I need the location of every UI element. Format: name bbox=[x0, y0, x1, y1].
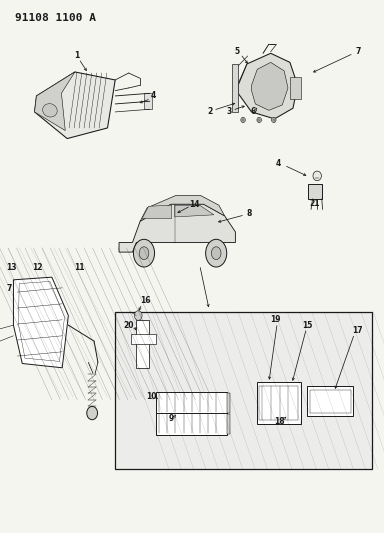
Text: 1: 1 bbox=[74, 52, 79, 60]
Ellipse shape bbox=[43, 103, 57, 117]
Text: 3: 3 bbox=[227, 108, 232, 116]
Text: 15: 15 bbox=[302, 321, 313, 329]
Text: 91108 1100 A: 91108 1100 A bbox=[15, 13, 96, 23]
Text: 12: 12 bbox=[32, 263, 43, 272]
Bar bbox=[156, 392, 227, 414]
Bar bbox=[257, 382, 301, 424]
Ellipse shape bbox=[87, 406, 98, 420]
Bar bbox=[144, 93, 152, 109]
Text: 13: 13 bbox=[6, 263, 17, 272]
Text: 6: 6 bbox=[251, 108, 256, 116]
Text: 5: 5 bbox=[235, 47, 240, 55]
Bar bbox=[131, 334, 156, 344]
Ellipse shape bbox=[134, 239, 154, 267]
Polygon shape bbox=[140, 196, 225, 221]
Text: 9: 9 bbox=[168, 415, 174, 423]
Ellipse shape bbox=[271, 117, 276, 123]
Bar bbox=[310, 390, 351, 413]
Polygon shape bbox=[35, 72, 115, 139]
Text: 17: 17 bbox=[352, 326, 362, 335]
Bar bbox=[307, 386, 353, 416]
Ellipse shape bbox=[257, 117, 262, 123]
Polygon shape bbox=[252, 62, 288, 110]
Text: 16: 16 bbox=[140, 296, 151, 305]
Ellipse shape bbox=[206, 239, 227, 267]
Polygon shape bbox=[175, 205, 214, 217]
Bar bbox=[227, 393, 230, 413]
Text: 8: 8 bbox=[246, 209, 252, 217]
Bar bbox=[308, 184, 322, 199]
Bar bbox=[259, 386, 298, 420]
Bar bbox=[290, 77, 301, 99]
Polygon shape bbox=[119, 204, 235, 252]
Polygon shape bbox=[238, 53, 298, 119]
Polygon shape bbox=[35, 72, 75, 131]
Ellipse shape bbox=[134, 311, 142, 320]
Bar bbox=[227, 414, 230, 434]
Text: 11: 11 bbox=[74, 263, 85, 272]
Polygon shape bbox=[13, 277, 68, 368]
Text: 19: 19 bbox=[270, 316, 281, 324]
Text: 4: 4 bbox=[276, 159, 281, 168]
Ellipse shape bbox=[139, 247, 149, 260]
Text: 10: 10 bbox=[146, 392, 156, 401]
Text: 21: 21 bbox=[310, 199, 320, 208]
Text: 4: 4 bbox=[151, 92, 156, 100]
Bar bbox=[232, 64, 238, 112]
Text: 2: 2 bbox=[207, 108, 212, 116]
Polygon shape bbox=[142, 205, 172, 219]
Text: 18: 18 bbox=[274, 417, 285, 425]
Text: 7: 7 bbox=[356, 47, 361, 55]
Text: 7: 7 bbox=[7, 285, 12, 293]
Text: 20: 20 bbox=[123, 321, 134, 329]
Bar bbox=[156, 413, 227, 435]
Ellipse shape bbox=[241, 117, 245, 123]
Bar bbox=[115, 312, 372, 469]
Ellipse shape bbox=[211, 247, 221, 260]
Bar bbox=[136, 320, 149, 368]
Ellipse shape bbox=[313, 171, 321, 181]
Text: 14: 14 bbox=[189, 200, 199, 208]
